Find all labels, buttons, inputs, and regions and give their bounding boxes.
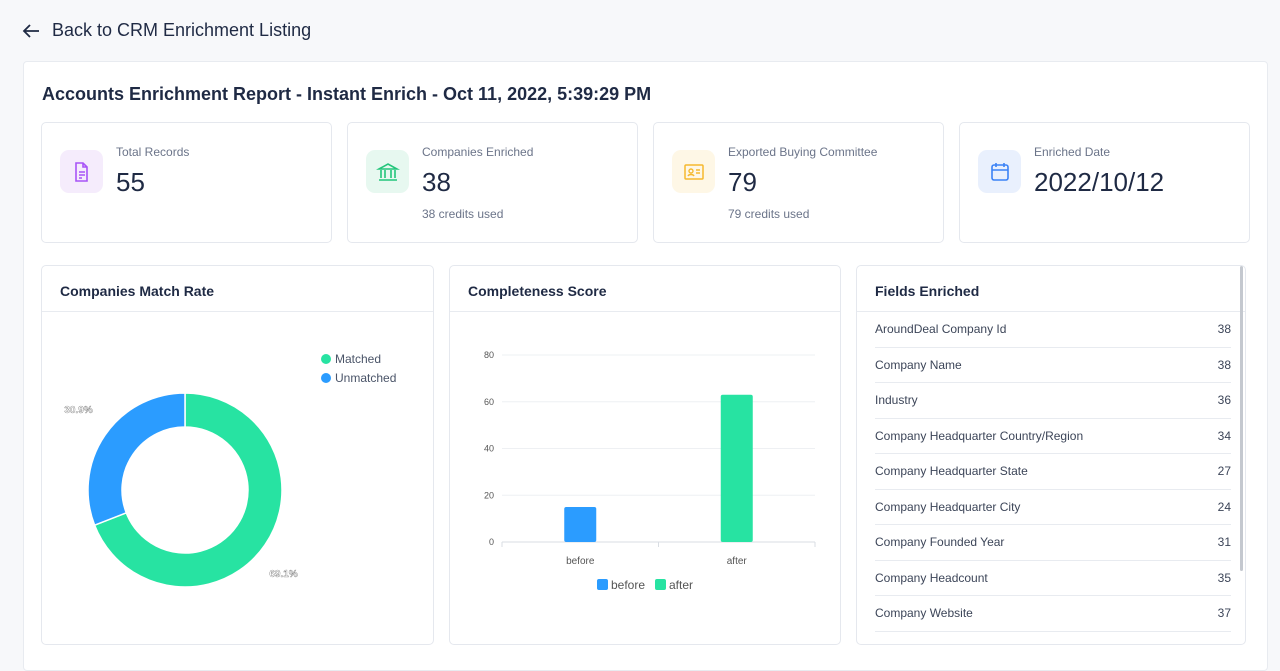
stat-label: Companies Enriched	[422, 145, 534, 159]
legend-label: Unmatched	[335, 371, 397, 385]
field-count: 37	[1217, 606, 1231, 621]
field-count: 38	[1217, 322, 1231, 337]
back-link[interactable]: Back to CRM Enrichment Listing	[22, 20, 311, 41]
stat-value: 55	[116, 167, 145, 197]
field-name: Company Founded Year	[875, 535, 1005, 550]
legend-swatch	[655, 579, 666, 590]
field-name: Company Headquarter City	[875, 499, 1021, 514]
legend-swatch	[597, 579, 608, 590]
slice-label: 69.1%	[269, 569, 297, 580]
stat-label: Exported Buying Committee	[728, 145, 878, 159]
legend-dot	[321, 373, 331, 383]
table-row: Industry 36	[875, 383, 1231, 419]
table-row: Company Founded Year 31	[875, 525, 1231, 561]
stat-card: Total Records 55	[41, 122, 332, 243]
donut-chart: 69.1% 30.9%	[64, 392, 298, 588]
arrow-left-icon	[22, 23, 39, 38]
y-tick-label: 60	[484, 397, 494, 407]
fields-enriched-panel: Fields Enriched AroundDeal Company Id 38 C…	[856, 265, 1246, 645]
stat-card: Exported Buying Committee 79 79 credits …	[653, 122, 944, 243]
x-tick-label: after	[727, 556, 748, 567]
legend-label[interactable]: after	[669, 578, 693, 592]
y-tick-label: 0	[489, 537, 494, 547]
bar-after[interactable]	[720, 394, 753, 542]
table-row: Company Name 38	[875, 348, 1231, 383]
panel-title: Completeness Score	[450, 266, 840, 312]
field-name: Company Headcount	[875, 570, 988, 585]
x-tick-label: before	[566, 556, 595, 567]
table-row: Company Headquarter City 24	[875, 490, 1231, 525]
field-count: 38	[1217, 357, 1231, 372]
y-tick-label: 20	[484, 490, 494, 500]
field-count: 36	[1217, 393, 1231, 408]
table-row: Company Website 37	[875, 596, 1231, 632]
table-row: Company Headcount 35	[875, 561, 1231, 596]
field-count: 27	[1217, 464, 1231, 479]
field-name: Industry	[875, 393, 918, 408]
legend-item[interactable]: Unmatched	[321, 371, 396, 385]
match-rate-panel: Companies Match Rate 69.1% 30.9% Matched U…	[41, 265, 434, 645]
stat-card: Enriched Date 2022/10/12	[959, 122, 1250, 243]
stat-value: 38	[422, 167, 451, 197]
calendar-icon	[978, 150, 1021, 193]
back-label: Back to CRM Enrichment Listing	[52, 20, 312, 40]
legend-label[interactable]: before	[611, 578, 645, 592]
panel-title: Companies Match Rate	[42, 266, 433, 312]
field-count: 34	[1217, 428, 1231, 443]
bank-icon	[366, 150, 409, 193]
table-row: Company Headquarter State 27	[875, 454, 1231, 490]
stat-label: Total Records	[116, 145, 190, 159]
stat-card: Companies Enriched 38 38 credits used	[347, 122, 638, 243]
y-tick-label: 80	[484, 350, 494, 360]
scrollbar[interactable]	[1240, 266, 1243, 571]
report-card: Accounts Enrichment Report - Instant Enr…	[23, 61, 1268, 671]
stat-sub: 79 credits used	[728, 207, 810, 221]
field-name: Company Name	[875, 357, 962, 372]
legend-item[interactable]: Matched	[321, 352, 381, 366]
page-title: Accounts Enrichment Report - Instant Enr…	[42, 84, 652, 104]
stat-label: Enriched Date	[1034, 145, 1111, 159]
y-tick-label: 40	[484, 444, 494, 454]
field-name: Company Headquarter State	[875, 464, 1028, 479]
field-count: 24	[1217, 499, 1231, 514]
completeness-panel: Completeness Score 0 20 40 60 80 before after b…	[449, 265, 841, 645]
donut-slice-unmatched[interactable]	[87, 392, 186, 527]
slice-label: 30.9%	[64, 405, 92, 416]
document-icon	[60, 150, 103, 193]
legend-dot	[321, 354, 331, 364]
bar-chart: 0 20 40 60 80 before after before after	[484, 350, 816, 592]
id-card-icon	[672, 150, 715, 193]
field-name: Company Website	[875, 606, 973, 621]
legend-label: Matched	[335, 352, 382, 366]
stat-value: 2022/10/12	[1034, 167, 1165, 197]
field-name: Company Headquarter Country/Region	[875, 428, 1084, 443]
stat-value: 79	[728, 167, 757, 197]
donut-slice-matched[interactable]	[93, 392, 283, 588]
field-count: 35	[1217, 570, 1231, 585]
table-row: Company Headquarter Country/Region 34	[875, 419, 1231, 454]
field-name: AroundDeal Company Id	[875, 322, 1007, 337]
stat-sub: 38 credits used	[422, 207, 504, 221]
bar-before[interactable]	[564, 506, 597, 542]
table-row: AroundDeal Company Id 38	[875, 312, 1231, 348]
field-count: 31	[1217, 535, 1231, 550]
panel-title: Fields Enriched	[857, 266, 1245, 312]
